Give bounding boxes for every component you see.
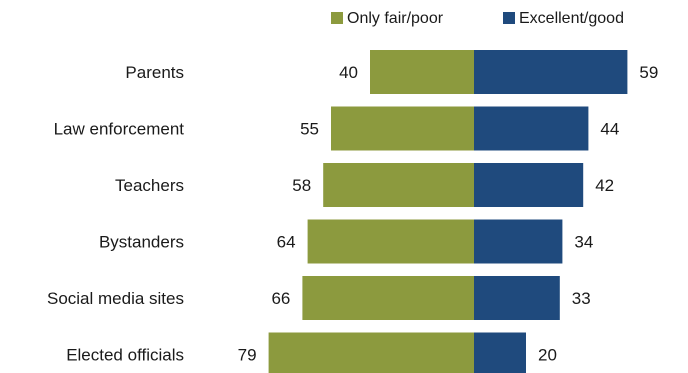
bar-excellent-good-teachers <box>474 163 584 207</box>
value-label-excellent-good-teachers: 42 <box>595 176 614 195</box>
value-label-fair-poor-teachers: 58 <box>292 176 311 195</box>
value-label-excellent-good-bystanders: 34 <box>574 233 593 252</box>
value-label-excellent-good-law-enforcement: 44 <box>600 120 619 139</box>
category-label-law-enforcement: Law enforcement <box>54 120 185 139</box>
value-label-excellent-good-social-media-sites: 33 <box>572 289 591 308</box>
legend-swatch-fair-poor <box>331 12 343 24</box>
category-label-social-media-sites: Social media sites <box>47 289 184 308</box>
value-label-fair-poor-bystanders: 64 <box>277 233 296 252</box>
value-label-excellent-good-elected-officials: 20 <box>538 346 557 365</box>
value-label-excellent-good-parents: 59 <box>639 63 658 82</box>
value-label-fair-poor-social-media-sites: 66 <box>271 289 290 308</box>
bar-excellent-good-bystanders <box>474 219 563 264</box>
bar-fair-poor-teachers <box>323 163 474 207</box>
bar-fair-poor-law-enforcement <box>331 106 474 151</box>
bar-fair-poor-social-media-sites <box>302 276 474 320</box>
category-label-parents: Parents <box>125 63 184 82</box>
category-label-elected-officials: Elected officials <box>66 346 184 365</box>
value-label-fair-poor-elected-officials: 79 <box>238 346 257 365</box>
bar-excellent-good-law-enforcement <box>474 106 589 151</box>
category-label-bystanders: Bystanders <box>99 233 184 252</box>
category-label-teachers: Teachers <box>115 176 184 195</box>
bar-fair-poor-bystanders <box>307 219 474 264</box>
legend-label-fair-poor: Only fair/poor <box>347 10 444 27</box>
bar-excellent-good-parents <box>474 50 628 94</box>
bar-excellent-good-elected-officials <box>474 332 526 373</box>
bar-fair-poor-parents <box>370 50 474 94</box>
bar-excellent-good-social-media-sites <box>474 276 560 320</box>
value-label-fair-poor-parents: 40 <box>339 63 358 82</box>
bar-fair-poor-elected-officials <box>268 332 474 373</box>
legend-label-excellent-good: Excellent/good <box>519 10 624 27</box>
legend-swatch-excellent-good <box>503 12 515 24</box>
value-label-fair-poor-law-enforcement: 55 <box>300 120 319 139</box>
